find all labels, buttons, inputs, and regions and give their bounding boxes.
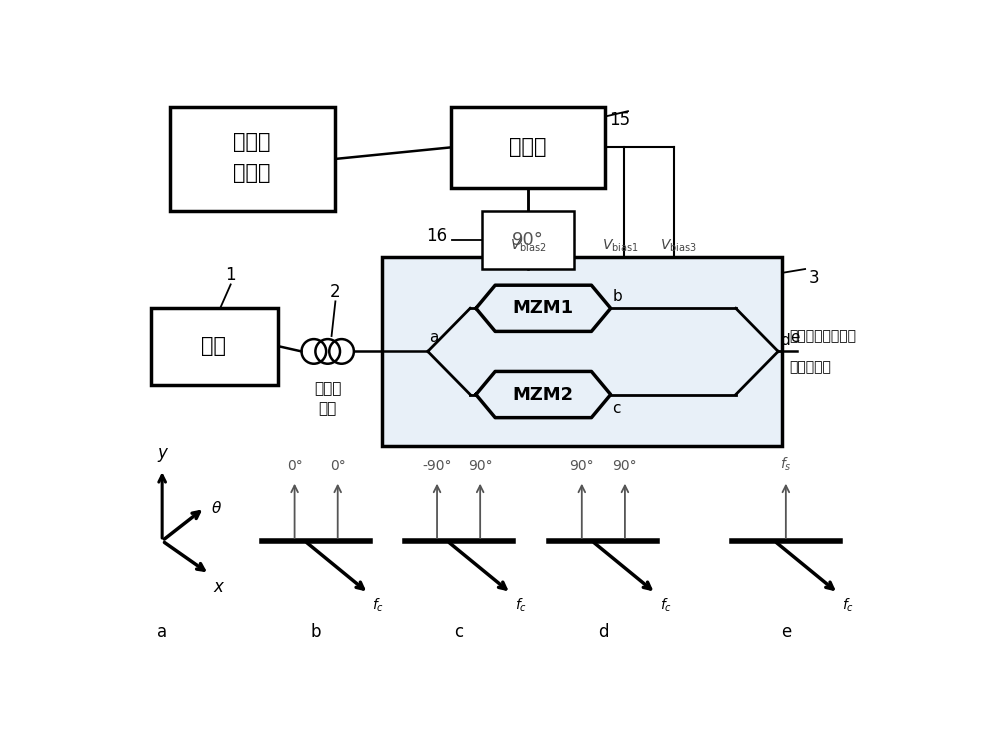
- Text: d: d: [598, 623, 609, 642]
- Text: e: e: [790, 330, 799, 345]
- Text: 0°: 0°: [287, 459, 302, 473]
- Bar: [382, 258, 782, 446]
- Text: 0°: 0°: [330, 459, 346, 473]
- Text: a: a: [429, 330, 439, 345]
- Text: a: a: [157, 623, 167, 642]
- Text: c: c: [454, 623, 463, 642]
- Text: 光源: 光源: [201, 336, 226, 356]
- Text: d: d: [780, 333, 790, 348]
- Text: 波信号: 波信号: [233, 163, 271, 183]
- Text: 功分器: 功分器: [509, 137, 547, 157]
- Text: 1: 1: [225, 266, 236, 285]
- Text: x: x: [213, 578, 223, 596]
- Bar: [482, 211, 574, 269]
- Text: 双平行马赫曾德尔: 双平行马赫曾德尔: [790, 329, 857, 343]
- Text: 90°: 90°: [613, 459, 637, 473]
- Text: 3: 3: [809, 269, 820, 287]
- Text: c: c: [613, 401, 621, 415]
- Text: $f_c$: $f_c$: [660, 597, 672, 614]
- Text: 15: 15: [609, 111, 630, 129]
- Text: $f_c$: $f_c$: [372, 597, 384, 614]
- Text: b: b: [311, 623, 321, 642]
- Text: 偏振控: 偏振控: [314, 381, 341, 396]
- Text: $V_{\mathrm{bias1}}$: $V_{\mathrm{bias1}}$: [602, 237, 639, 254]
- Bar: [170, 107, 335, 211]
- Text: e: e: [781, 623, 791, 642]
- Text: 90°: 90°: [569, 459, 594, 473]
- Text: $V_{\mathrm{bias2}}$: $V_{\mathrm{bias2}}$: [510, 237, 546, 254]
- Text: $\theta$: $\theta$: [211, 500, 222, 516]
- Bar: [151, 308, 278, 385]
- Text: 制器: 制器: [319, 401, 337, 416]
- Text: $f_s$: $f_s$: [780, 456, 792, 473]
- Text: 振荡微: 振荡微: [233, 132, 271, 152]
- Text: 电光调制器: 电光调制器: [790, 360, 832, 374]
- Text: $V_{\mathrm{bias3}}$: $V_{\mathrm{bias3}}$: [660, 237, 696, 254]
- Text: MZM2: MZM2: [513, 385, 574, 404]
- Text: 90°: 90°: [468, 459, 492, 473]
- Text: MZM1: MZM1: [513, 299, 574, 317]
- Bar: [451, 107, 605, 188]
- Text: -90°: -90°: [422, 459, 452, 473]
- Text: 90°: 90°: [512, 230, 544, 249]
- Text: 16: 16: [426, 227, 447, 245]
- Text: $f_c$: $f_c$: [842, 597, 854, 614]
- Text: b: b: [613, 289, 622, 305]
- Text: $f_c$: $f_c$: [515, 597, 527, 614]
- Text: y: y: [157, 443, 167, 462]
- Text: 2: 2: [330, 283, 341, 302]
